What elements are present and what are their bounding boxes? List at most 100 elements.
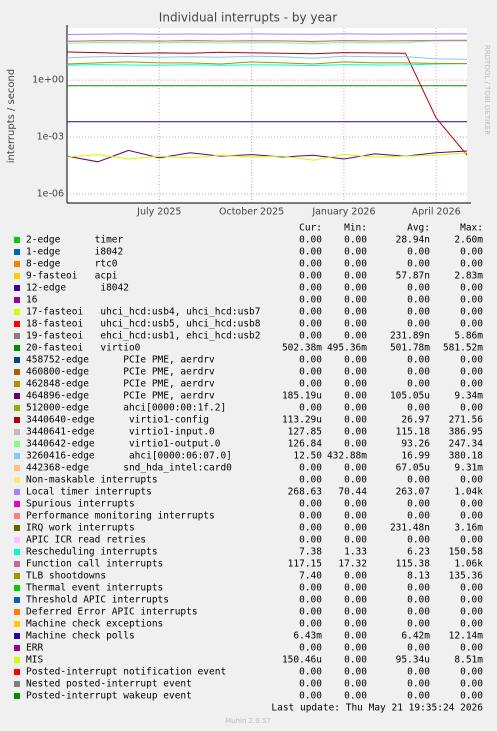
- legend-name: 1-edge i8042: [26, 247, 123, 258]
- legend-min: 0.00: [344, 331, 367, 342]
- series-line: [66, 39, 468, 45]
- legend-min: 0.00: [344, 415, 367, 426]
- legend-cur: 0.00: [299, 511, 322, 522]
- legend-cur: 0.00: [299, 679, 322, 690]
- legend-max: 380.18: [449, 451, 484, 462]
- legend-cur: 0.00: [299, 595, 322, 606]
- footer: Munin 2.0.57: [225, 717, 271, 725]
- legend-cur: 268.63: [288, 487, 322, 498]
- legend-cur: 7.40: [299, 571, 322, 582]
- legend-name: Deferred Error APIC interrupts: [26, 607, 198, 618]
- legend-swatch: [14, 561, 20, 567]
- legend-max: 247.34: [449, 439, 484, 450]
- legend-max: 0.00: [460, 367, 483, 378]
- legend-min: 0.00: [344, 667, 367, 678]
- legend-avg: 93.26: [401, 439, 430, 450]
- legend-min: 0.00: [344, 355, 367, 366]
- legend-avg: 0.00: [407, 259, 430, 270]
- legend-avg: 16.99: [401, 451, 430, 462]
- legend-cur: 0.00: [299, 691, 322, 702]
- legend-swatch: [14, 369, 20, 375]
- legend-min: 0.00: [344, 307, 367, 318]
- legend-avg: 0.00: [407, 535, 430, 546]
- legend-avg: 6.23: [407, 547, 430, 558]
- series-line: [66, 55, 468, 60]
- legend-cur: 7.38: [299, 547, 322, 558]
- legend-cur: 0.00: [299, 271, 322, 282]
- legend-name: Thermal event interrupts: [26, 583, 163, 594]
- legend-cur: 0.00: [299, 331, 322, 342]
- legend-min: 0.00: [344, 679, 367, 690]
- y-tick-label: 1e+00: [32, 75, 64, 86]
- legend-avg: 0.00: [407, 247, 430, 258]
- legend-min: 0.00: [344, 631, 367, 642]
- legend-min: 1.33: [344, 547, 367, 558]
- legend-min: 0.00: [344, 583, 367, 594]
- legend-min: 0.00: [344, 607, 367, 618]
- legend-avg: 0.00: [407, 355, 430, 366]
- x-tick-label: July 2025: [136, 207, 181, 218]
- legend-avg: 115.18: [396, 427, 431, 438]
- legend-cur: 0.00: [299, 667, 322, 678]
- legend-swatch: [14, 489, 20, 495]
- legend-cur: 0.00: [299, 619, 322, 630]
- legend-max: 386.95: [449, 427, 483, 438]
- series-line: [66, 63, 468, 67]
- legend-avg: 0.00: [407, 283, 430, 294]
- legend-cur: 185.19u: [282, 391, 322, 402]
- legend-swatch: [14, 525, 20, 531]
- legend-swatch: [14, 501, 20, 507]
- legend-max: 2.60m: [454, 235, 483, 246]
- legend-cur: 0.00: [299, 403, 322, 414]
- legend-swatch: [14, 237, 20, 243]
- legend-min: 0.00: [344, 427, 367, 438]
- legend-name: Posted-interrupt notification event: [26, 667, 226, 678]
- legend-swatch: [14, 405, 20, 411]
- legend-cur: 0.00: [299, 367, 322, 378]
- legend-name: Rescheduling interrupts: [26, 547, 158, 558]
- legend-avg: 0.00: [407, 403, 430, 414]
- legend-cur: 0.00: [299, 283, 322, 294]
- legend-swatch: [14, 477, 20, 483]
- legend-avg: 0.00: [407, 295, 430, 306]
- legend-avg: 115.38: [396, 559, 431, 570]
- legend-swatch: [14, 429, 20, 435]
- legend-avg: 0.00: [407, 319, 430, 330]
- legend-swatch: [14, 465, 20, 471]
- legend-max: 0.00: [460, 283, 483, 294]
- legend-swatch: [14, 309, 20, 315]
- plot-area: [67, 28, 467, 203]
- legend-cur: 0.00: [299, 583, 322, 594]
- legend-max: 9.31m: [454, 463, 483, 474]
- legend-cur: 0.00: [299, 499, 322, 510]
- legend-name: 458752-edge PCIe PME, aerdrv: [26, 355, 215, 366]
- legend-name: MIS: [26, 655, 43, 666]
- legend-min: 0.00: [344, 391, 367, 402]
- legend-max: 8.51m: [454, 655, 483, 666]
- legend-max: 150.58: [449, 547, 484, 558]
- legend-avg: 0.00: [407, 367, 430, 378]
- legend-min: 0.00: [344, 655, 367, 666]
- legend-min: 495.36m: [327, 343, 367, 354]
- legend-name: 3440642-edge virtio1-output.0: [26, 439, 221, 450]
- legend-cur: 0.00: [299, 475, 322, 486]
- legend-cur: 0.00: [299, 307, 322, 318]
- legend-cur: 150.46u: [282, 655, 322, 666]
- legend-avg: 0.00: [407, 619, 430, 630]
- legend-min: 0.00: [344, 463, 367, 474]
- legend-min: 0.00: [344, 511, 367, 522]
- legend-cur: 127.85: [288, 427, 322, 438]
- legend-max: 0.00: [460, 583, 483, 594]
- legend-avg: 0.00: [407, 667, 430, 678]
- legend-max: 0.00: [460, 355, 483, 366]
- legend-max: 135.36: [449, 571, 484, 582]
- legend-cur: 12.50: [293, 451, 322, 462]
- legend-swatch: [14, 321, 20, 327]
- legend-avg: 0.00: [407, 643, 430, 654]
- legend-max: 271.56: [449, 415, 484, 426]
- legend-max: 0.00: [460, 259, 483, 270]
- last-update: Last update: Thu May 21 19:35:24 2026: [271, 703, 483, 714]
- y-tick-label: 1e-06: [37, 189, 64, 200]
